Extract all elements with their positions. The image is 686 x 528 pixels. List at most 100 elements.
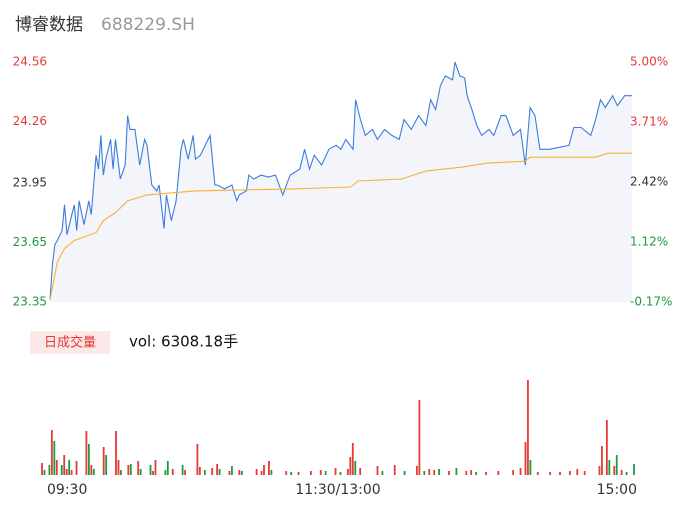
- volume-bar: [393, 465, 396, 475]
- volume-bar: [470, 470, 473, 475]
- volume-bar: [240, 471, 243, 475]
- average-line: [49, 152, 632, 301]
- volume-bar: [90, 465, 93, 475]
- volume-bar: [309, 471, 312, 475]
- volume-bar: [527, 380, 529, 475]
- volume-bar: [171, 469, 174, 475]
- chart-subtitle: 688229.SH: [101, 15, 195, 35]
- volume-bar: [48, 465, 51, 475]
- volume-title: 日成交量: [44, 335, 96, 351]
- volume-bar: [290, 472, 293, 475]
- volume-bar: [139, 469, 142, 475]
- volume-bar: [228, 471, 231, 475]
- volume-bar: [438, 469, 441, 475]
- volume-bar: [102, 447, 105, 475]
- volume-bar: [448, 471, 450, 475]
- volume-bar: [50, 430, 53, 475]
- volume-bar: [255, 469, 258, 475]
- volume-bar: [238, 470, 241, 475]
- volume-bar: [55, 460, 58, 475]
- volume-bar: [625, 472, 628, 475]
- volume-bar: [598, 466, 601, 475]
- price-line: [49, 61, 632, 301]
- volume-bar: [354, 461, 357, 475]
- volume-bar: [465, 471, 468, 475]
- volume-bar: [105, 455, 108, 475]
- y2-tick-label: 2.42%: [630, 174, 668, 188]
- volume-bar: [549, 472, 552, 475]
- y-tick-label: 24.56: [13, 55, 47, 69]
- volume-bar: [297, 472, 300, 475]
- volume-bar: [576, 469, 579, 475]
- chart-title: 博睿数据: [15, 15, 83, 35]
- volume-bar: [129, 464, 132, 475]
- volume-bar: [75, 461, 78, 475]
- y-tick-label: 24.26: [13, 114, 47, 128]
- volume-bar: [601, 446, 603, 475]
- volume-bar: [485, 472, 487, 475]
- volume-bar: [319, 470, 322, 475]
- volume-bar: [423, 471, 426, 475]
- volume-bar: [524, 442, 527, 475]
- volume-bar: [497, 471, 500, 475]
- volume-bar: [568, 471, 571, 475]
- volume-bar: [583, 471, 586, 475]
- x-tick-label: 11:30/13:00: [295, 482, 380, 498]
- volume-bar: [65, 469, 68, 475]
- volume-bar: [63, 455, 66, 475]
- volume-bar: [87, 444, 90, 475]
- volume-bar: [536, 472, 539, 475]
- volume-bar: [613, 466, 616, 475]
- volume-bar: [166, 461, 169, 475]
- volume-bar: [231, 466, 233, 475]
- volume-bar: [218, 469, 221, 475]
- volume-bar: [285, 471, 288, 475]
- y-tick-label: 23.35: [13, 295, 47, 309]
- volume-bar: [164, 470, 167, 475]
- x-tick-label: 15:00: [597, 482, 637, 498]
- volume-bar: [263, 465, 265, 475]
- volume-summary: vol: 6308.18手: [129, 333, 238, 351]
- volume-bar: [268, 461, 270, 475]
- volume-bar: [359, 468, 362, 475]
- volume-bar: [41, 463, 43, 475]
- volume-bar: [608, 460, 611, 475]
- volume-bar: [211, 468, 214, 475]
- volume-bar: [529, 460, 532, 475]
- volume-bar: [559, 472, 561, 475]
- y-tick-label: 23.65: [13, 235, 47, 249]
- y2-tick-label: 5.00%: [630, 55, 668, 69]
- volume-bar: [349, 457, 352, 475]
- volume-bar: [346, 469, 349, 475]
- volume-bar: [184, 470, 186, 475]
- volume-bar: [334, 468, 337, 475]
- volume-bar: [605, 420, 608, 475]
- volume-bar: [428, 469, 431, 475]
- volume-bar: [216, 464, 219, 475]
- volume-bar: [196, 444, 199, 475]
- volume-bar: [70, 470, 73, 475]
- volume-bar: [339, 472, 342, 475]
- x-tick-label: 09:30: [47, 482, 87, 498]
- volume-bar: [85, 431, 88, 475]
- volume-bar: [152, 471, 154, 475]
- volume-bar: [127, 465, 130, 475]
- volume-bar: [351, 443, 354, 475]
- volume-bar: [120, 470, 122, 475]
- volume-bar: [418, 400, 421, 475]
- volume-bar: [149, 465, 152, 475]
- price-area: [50, 62, 632, 302]
- volume-bar: [137, 461, 140, 475]
- volume-bar: [403, 471, 406, 475]
- volume-bar: [43, 470, 46, 475]
- y2-tick-label: 3.71%: [630, 114, 668, 128]
- volume-bar: [270, 470, 273, 475]
- volume-bar: [324, 471, 327, 475]
- volume-bar: [154, 460, 157, 475]
- volume-bar: [181, 465, 184, 475]
- volume-bar: [92, 469, 95, 475]
- volume-bar: [117, 460, 120, 475]
- volume-bar: [198, 467, 201, 475]
- volume-bar: [512, 470, 515, 475]
